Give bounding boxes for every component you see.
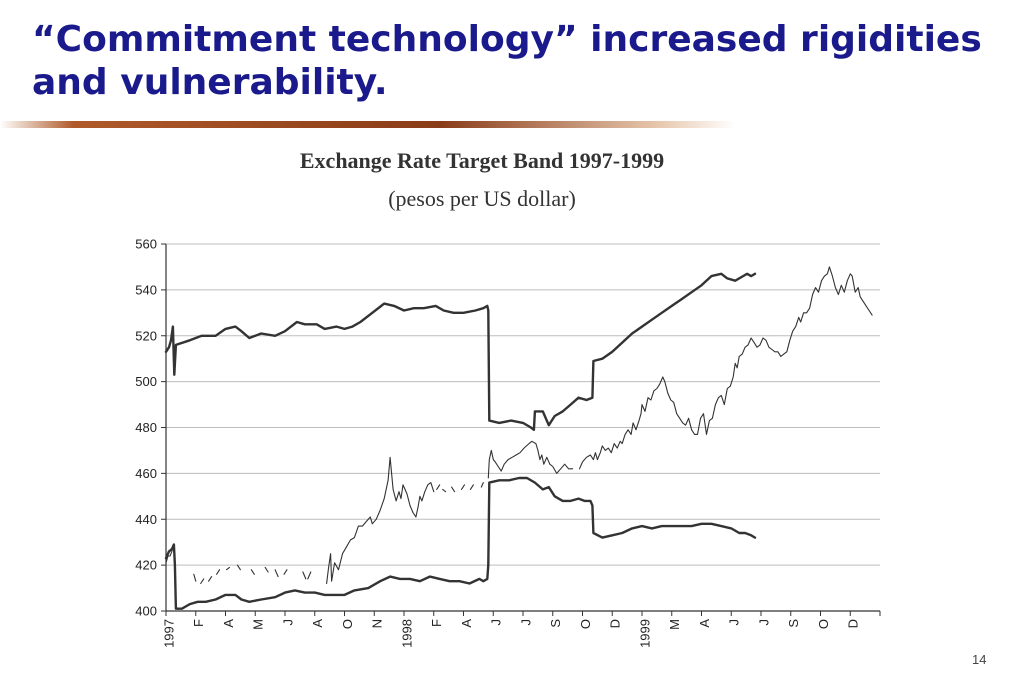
band-line-segment-1 xyxy=(164,476,757,610)
x-tick-label: O xyxy=(578,619,593,629)
x-tick-label: D xyxy=(846,619,861,628)
y-tick-label: 400 xyxy=(135,604,157,619)
x-tick-label: A xyxy=(459,619,474,628)
page-number: 14 xyxy=(972,652,987,667)
y-tick-labels: 400 420 440 460 480 500 520 540 560 xyxy=(135,237,157,619)
exchange-rate-line-segment-2 xyxy=(200,578,205,585)
slide-title: “Commitment technology” increased rigidi… xyxy=(32,19,982,103)
exchange-rate-line-segment-15 xyxy=(442,488,447,493)
x-tick-label: 1997 xyxy=(161,619,176,648)
x-tick-label: M xyxy=(667,619,682,630)
x-tick-label: J xyxy=(489,619,504,626)
y-tick-label: 520 xyxy=(135,328,157,343)
x-tick-label: A xyxy=(697,619,712,628)
x-tick-label: F xyxy=(191,619,206,627)
x-tick-label: A xyxy=(310,619,325,628)
exchange-rate-line-segment-13 xyxy=(326,456,435,585)
band-line-segment-0 xyxy=(164,272,757,431)
exchange-rate-line-segment-0 xyxy=(165,546,176,564)
y-tick-label: 540 xyxy=(135,282,157,297)
x-tick-label: J xyxy=(756,619,771,626)
exchange-rate-line-segment-18 xyxy=(469,484,474,490)
exchange-rate-line-segment-9 xyxy=(274,569,279,578)
exchange-rate-line-segment-16 xyxy=(451,486,456,493)
y-tick-label: 480 xyxy=(135,420,157,435)
x-tick-label: 1998 xyxy=(399,619,414,648)
gridlines xyxy=(166,243,880,566)
y-tick-label: 560 xyxy=(135,237,157,252)
x-tick-label: O xyxy=(340,619,355,629)
chart-subtitle: (pesos per US dollar) xyxy=(388,186,576,211)
x-tick-label: F xyxy=(429,619,444,627)
y-tick-label: 460 xyxy=(135,466,157,481)
series-lines xyxy=(164,266,873,610)
exchange-rate-line-segment-10 xyxy=(283,569,288,575)
exchange-rate-line-segment-3 xyxy=(208,576,213,582)
y-tick-label: 500 xyxy=(135,374,157,389)
exchange-rate-line-segment-1 xyxy=(193,573,197,582)
x-tick-label: S xyxy=(548,619,563,628)
x-tick-label: O xyxy=(816,619,831,629)
x-tick-label: 1999 xyxy=(637,619,652,648)
exchange-rate-line-segment-8 xyxy=(264,566,269,573)
x-tick-label: D xyxy=(608,619,623,628)
x-tick-label: A xyxy=(221,619,236,628)
y-tick-label: 440 xyxy=(135,512,157,527)
exchange-rate-line-segment-17 xyxy=(460,484,466,490)
x-tick-label: J xyxy=(518,619,533,626)
x-tick-label: N xyxy=(370,619,385,628)
exchange-rate-line-segment-12 xyxy=(307,571,312,580)
title-underline xyxy=(0,121,735,128)
exchange-rate-line-segment-20 xyxy=(487,440,574,479)
exchange-rate-line-segment-6 xyxy=(236,564,241,571)
x-tick-label: S xyxy=(786,619,801,628)
chart-title: Exchange Rate Target Band 1997-1999 xyxy=(299,148,665,173)
exchange-rate-line-segment-5 xyxy=(225,566,231,571)
exchange-rate-line-segment-11 xyxy=(302,571,307,580)
x-tick-labels: 1997 F A M J A O N 1998 F A J J S O D 1999 M A J J S O D xyxy=(161,619,860,648)
y-tick-label: 420 xyxy=(135,558,157,573)
exchange-rate-line-segment-19 xyxy=(480,482,484,488)
exchange-rate-line-segment-7 xyxy=(250,569,255,575)
axes xyxy=(161,243,881,616)
x-tick-label: J xyxy=(727,619,742,626)
x-tick-label: M xyxy=(251,619,266,630)
exchange-rate-line-segment-14 xyxy=(436,484,441,490)
exchange-rate-line-segment-21 xyxy=(578,266,873,470)
exchange-rate-line-segment-4 xyxy=(216,569,221,575)
x-tick-label: J xyxy=(280,619,295,626)
